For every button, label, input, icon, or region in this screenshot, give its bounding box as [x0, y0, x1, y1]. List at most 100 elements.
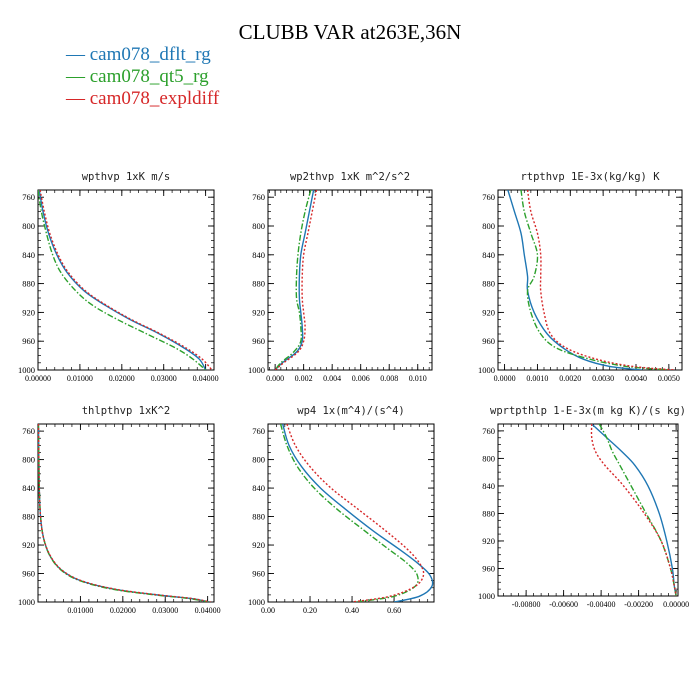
x-tick-label: 0.01000: [67, 606, 93, 615]
y-tick-label: 760: [482, 192, 495, 202]
y-tick-label: 800: [482, 453, 495, 463]
plot-frame: [267, 189, 433, 371]
x-tick-label: 0.20: [303, 606, 317, 615]
series-line-cam078_dflt_rg: [507, 190, 643, 370]
panel-title: wp4 1x(m^4)/(s^4): [297, 405, 404, 417]
legend-line-swatch: —: [66, 66, 90, 87]
x-tick-label: 0.0030: [592, 374, 614, 383]
series-line-cam078_expldiff: [526, 190, 676, 370]
y-tick-label: 1000: [18, 597, 35, 607]
series-line-cam078_qt5_rg: [520, 190, 669, 370]
y-tick-label: 960: [22, 569, 35, 579]
y-tick-label: 800: [22, 455, 35, 465]
y-tick-label: 760: [22, 192, 35, 202]
y-tick-label: 800: [252, 455, 265, 465]
x-tick-label: -0.00200: [624, 600, 653, 609]
chart-panel: thlpthvp 1xK^2 760 800 840 880 920 960 1000 0.01…: [18, 405, 221, 615]
x-tick-label: 0.00000: [663, 600, 689, 609]
x-tick-label: 0.02000: [110, 606, 136, 615]
series-line-cam078_dflt_rg: [38, 424, 210, 602]
x-tick-label: 0.008: [380, 374, 398, 383]
legend-item: — cam078_qt5_rg: [66, 66, 209, 88]
x-tick-label: 0.02000: [109, 374, 135, 383]
x-tick-label: 0.0000: [494, 374, 516, 383]
plot-frame: [497, 423, 679, 597]
x-tick-label: 0.006: [352, 374, 370, 383]
y-tick-label: 960: [252, 569, 265, 579]
y-tick-label: 840: [482, 481, 495, 491]
y-tick-label: 920: [252, 307, 265, 317]
x-tick-label: 0.04000: [193, 374, 219, 383]
y-tick-label: 1000: [248, 597, 265, 607]
series-line-cam078_expldiff: [39, 190, 213, 370]
y-tick-label: 880: [252, 279, 265, 289]
chart-panel: wp2thvp 1xK m^2/s^2 760 800 840 880 920 960 100…: [248, 171, 433, 383]
x-tick-label: 0.010: [409, 374, 427, 383]
y-tick-label: 760: [252, 192, 265, 202]
series-line-cam078_qt5_rg: [38, 424, 209, 602]
y-tick-label: 840: [22, 250, 35, 260]
x-tick-label: 0.0020: [559, 374, 581, 383]
figure-title: CLUBB VAR at263E,36N: [238, 20, 462, 44]
series-line-cam078_expldiff: [274, 190, 318, 370]
y-tick-label: 920: [252, 540, 265, 550]
plot-frame: [267, 423, 435, 603]
x-tick-label: 0.0010: [526, 374, 548, 383]
y-tick-label: 960: [482, 563, 495, 573]
x-tick-label: 0.004: [323, 374, 341, 383]
x-tick-label: 0.00: [261, 606, 275, 615]
legend-item: — cam078_expldiff: [66, 88, 219, 110]
series-line-cam078_expldiff: [286, 424, 425, 602]
series-line-cam078_dflt_rg: [591, 424, 677, 596]
x-tick-label: -0.00800: [512, 600, 541, 609]
x-tick-label: 0.002: [295, 374, 313, 383]
y-tick-label: 880: [22, 512, 35, 522]
y-tick-label: 960: [252, 336, 265, 346]
y-tick-label: 880: [252, 512, 265, 522]
legend-label: cam078_dflt_rg: [89, 44, 211, 65]
y-tick-label: 920: [482, 536, 495, 546]
y-tick-label: 920: [482, 307, 495, 317]
panel-title: wpthvp 1xK m/s: [82, 171, 171, 183]
legend-line-swatch: —: [66, 88, 90, 109]
x-tick-label: 0.60: [387, 606, 401, 615]
y-tick-label: 960: [22, 336, 35, 346]
series-line-cam078_dflt_rg: [282, 424, 434, 602]
y-tick-label: 1000: [18, 365, 35, 375]
x-tick-label: 0.03000: [152, 606, 178, 615]
series-line-cam078_dflt_rg: [38, 190, 207, 370]
y-tick-label: 800: [22, 221, 35, 231]
legend-label: cam078_qt5_rg: [89, 66, 209, 87]
y-tick-label: 920: [22, 307, 35, 317]
x-tick-label: 0.40: [345, 606, 359, 615]
y-tick-label: 760: [22, 426, 35, 436]
series-line-cam078_qt5_rg: [274, 190, 312, 370]
panel-title: wprtpthlp 1-E-3x(m kg K)/(s kg): [490, 405, 686, 417]
series-line-cam078_expldiff: [590, 424, 677, 596]
panel-title: wp2thvp 1xK m^2/s^2: [290, 171, 410, 183]
x-tick-label: 0.00000: [25, 374, 51, 383]
y-tick-label: 760: [252, 426, 265, 436]
series-line-cam078_dflt_rg: [274, 190, 315, 370]
x-tick-label: 0.03000: [151, 374, 177, 383]
y-tick-label: 1000: [478, 591, 495, 601]
x-tick-label: -0.00400: [587, 600, 616, 609]
y-tick-label: 880: [482, 508, 495, 518]
y-tick-label: 840: [252, 483, 265, 493]
y-tick-label: 920: [22, 540, 35, 550]
y-tick-label: 840: [482, 250, 495, 260]
series-line-cam078_qt5_rg: [38, 190, 207, 370]
chart-panel: rtpthvp 1E-3x(kg/kg) K 760 800 840 880 920 960…: [478, 171, 683, 383]
panel-title: thlpthvp 1xK^2: [82, 405, 171, 417]
x-tick-label: 0.000: [266, 374, 284, 383]
chart-panel: wp4 1x(m^4)/(s^4)76080084088092096010000…: [248, 405, 435, 615]
x-tick-label: -0.00600: [549, 600, 578, 609]
panel-title: rtpthvp 1E-3x(kg/kg) K: [520, 171, 660, 183]
chart-panel: wprtpthlp 1-E-3x(m kg K)/(s kg) 760 800 840…: [478, 405, 689, 609]
y-tick-label: 840: [252, 250, 265, 260]
y-tick-label: 1000: [478, 365, 495, 375]
x-tick-label: 0.0040: [625, 374, 647, 383]
legend-item: — cam078_dflt_rg: [66, 44, 211, 66]
